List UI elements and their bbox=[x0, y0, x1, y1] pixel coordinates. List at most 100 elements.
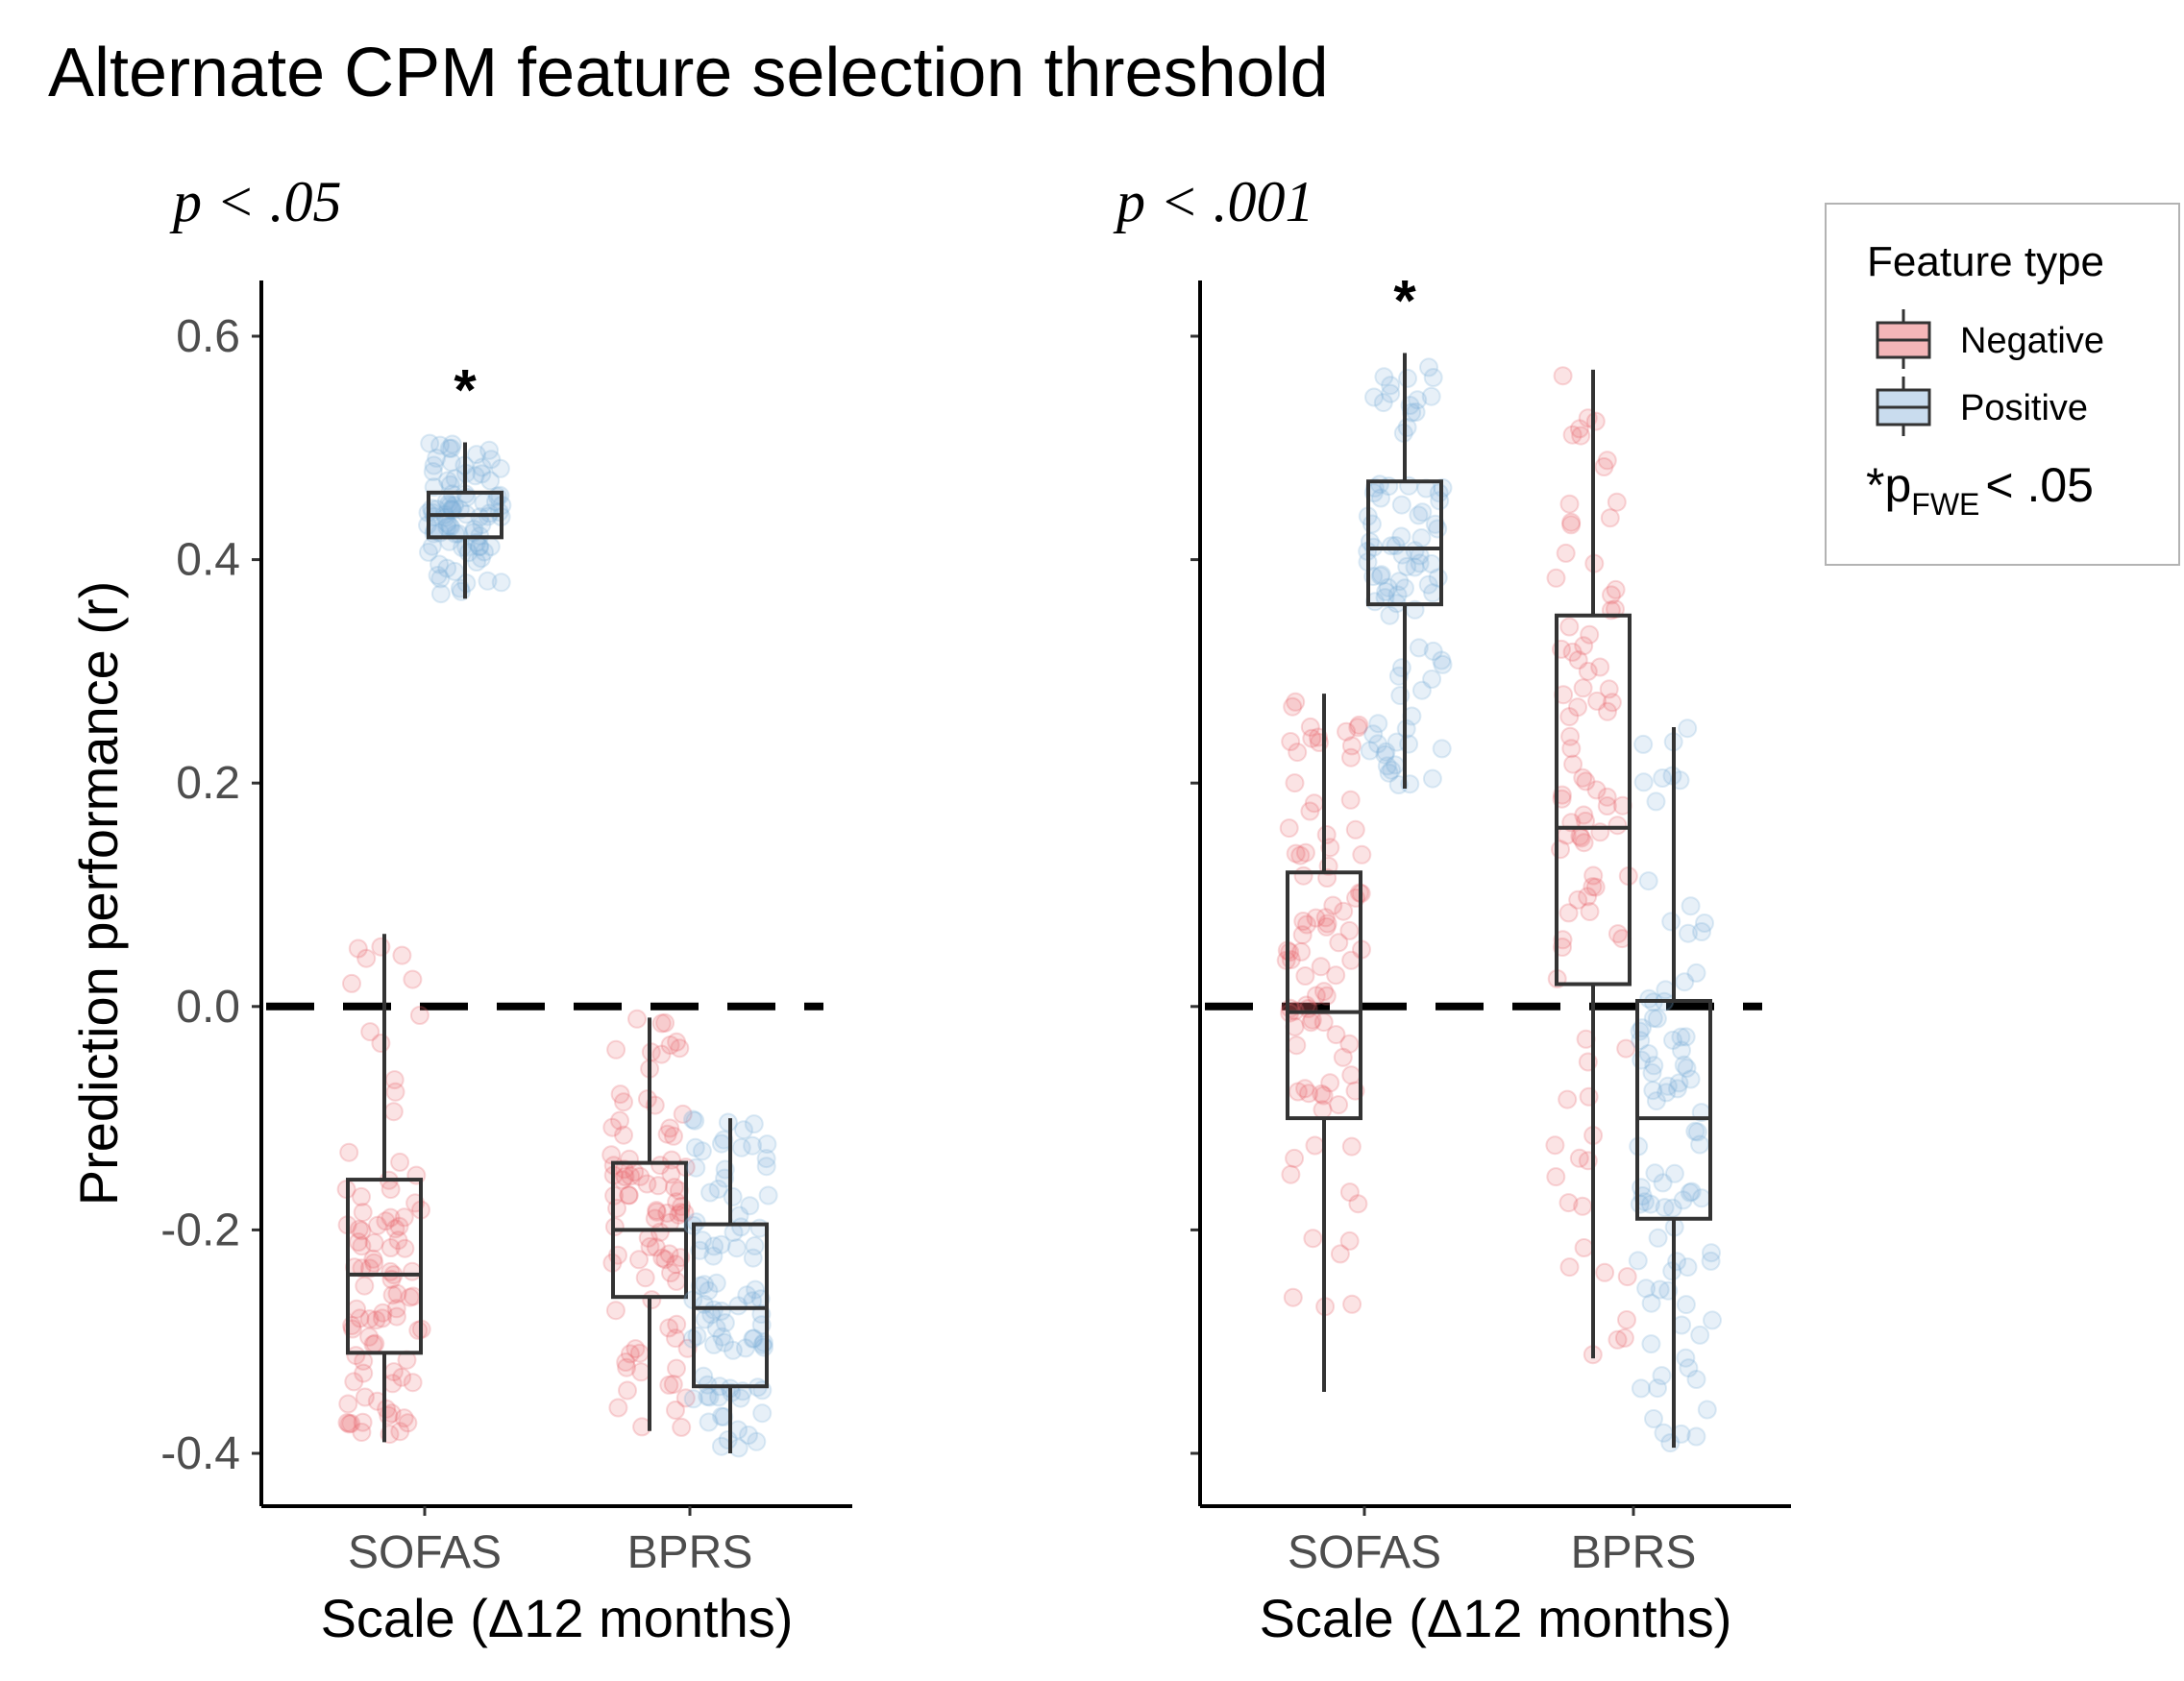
x-tick-label: BPRS bbox=[627, 1527, 753, 1578]
data-point bbox=[1590, 657, 1610, 677]
data-point bbox=[385, 1219, 405, 1239]
data-point bbox=[355, 1387, 375, 1407]
data-point bbox=[1422, 768, 1442, 789]
data-point bbox=[1558, 903, 1579, 923]
data-point bbox=[390, 1422, 410, 1442]
data-point bbox=[1288, 743, 1308, 763]
significance-star: * bbox=[454, 357, 477, 422]
data-point bbox=[339, 1414, 359, 1434]
data-point bbox=[620, 1344, 640, 1364]
data-point bbox=[699, 1412, 719, 1432]
data-point bbox=[1405, 541, 1425, 561]
data-point bbox=[673, 1104, 693, 1124]
data-point bbox=[685, 1137, 705, 1157]
data-point bbox=[352, 1186, 371, 1206]
data-point bbox=[670, 1038, 690, 1059]
data-point bbox=[1632, 1178, 1651, 1198]
data-point bbox=[704, 1236, 724, 1256]
data-point bbox=[1571, 828, 1591, 848]
data-point bbox=[614, 1125, 633, 1145]
data-point bbox=[386, 1306, 406, 1327]
data-point bbox=[756, 1157, 776, 1177]
data-point bbox=[389, 1216, 409, 1236]
data-point bbox=[1640, 1194, 1660, 1214]
data-point bbox=[1339, 1182, 1360, 1203]
data-point bbox=[441, 438, 461, 458]
data-point bbox=[1673, 1190, 1693, 1210]
data-point bbox=[363, 1334, 383, 1354]
data-point bbox=[1568, 650, 1588, 670]
data-point bbox=[1672, 1040, 1691, 1060]
data-point bbox=[731, 1137, 751, 1157]
data-point bbox=[1408, 390, 1428, 410]
data-point bbox=[1398, 368, 1417, 388]
data-point bbox=[730, 1388, 750, 1408]
data-point bbox=[1423, 641, 1443, 661]
data-point bbox=[1656, 1083, 1677, 1103]
x-tick-label: BPRS bbox=[1571, 1527, 1697, 1578]
data-point bbox=[386, 1299, 406, 1319]
data-point bbox=[1349, 715, 1369, 735]
data-point bbox=[1686, 962, 1706, 983]
data-point bbox=[1561, 739, 1582, 759]
data-point bbox=[1676, 1027, 1696, 1047]
data-point bbox=[1560, 726, 1581, 746]
data-point bbox=[1607, 492, 1627, 512]
data-point bbox=[1602, 585, 1621, 605]
data-point bbox=[1423, 368, 1443, 387]
data-point bbox=[1329, 933, 1349, 953]
data-point bbox=[342, 973, 361, 993]
data-point bbox=[743, 1248, 763, 1268]
data-point bbox=[650, 1222, 670, 1242]
data-point bbox=[756, 1149, 776, 1169]
data-point bbox=[1545, 1135, 1565, 1156]
data-point bbox=[353, 1412, 373, 1432]
data-point bbox=[715, 1332, 734, 1352]
data-point bbox=[704, 1334, 724, 1354]
data-point bbox=[1368, 734, 1387, 754]
data-point bbox=[1574, 636, 1594, 656]
data-point bbox=[360, 1022, 380, 1042]
data-point bbox=[1419, 357, 1438, 378]
data-point bbox=[392, 1367, 412, 1387]
data-point bbox=[1341, 1136, 1362, 1157]
data-point bbox=[439, 516, 459, 536]
data-point bbox=[371, 937, 391, 957]
data-point bbox=[1371, 565, 1391, 585]
data-point bbox=[1428, 519, 1448, 539]
data-point bbox=[1602, 693, 1622, 713]
data-point bbox=[739, 1425, 758, 1445]
data-point bbox=[1377, 756, 1397, 776]
data-point bbox=[352, 1221, 372, 1241]
data-point bbox=[1286, 843, 1306, 864]
data-point bbox=[734, 1120, 753, 1140]
data-point bbox=[1281, 1164, 1301, 1184]
data-point bbox=[1573, 1196, 1593, 1216]
data-point bbox=[619, 1185, 639, 1206]
data-point bbox=[1644, 1409, 1663, 1428]
panel-title: p < .001 bbox=[1113, 170, 1314, 233]
data-point bbox=[1574, 805, 1594, 825]
data-point bbox=[706, 1318, 726, 1338]
data-point bbox=[395, 1238, 415, 1258]
data-point bbox=[686, 1212, 706, 1232]
data-point bbox=[1374, 367, 1394, 387]
data-point bbox=[1379, 763, 1399, 783]
data-point bbox=[699, 1280, 719, 1301]
data-point bbox=[1597, 796, 1617, 816]
y-tick-label: -0.2 bbox=[160, 1205, 240, 1255]
data-point bbox=[701, 1304, 722, 1325]
data-point bbox=[683, 1389, 703, 1409]
data-point bbox=[1410, 553, 1430, 573]
data-point bbox=[685, 1110, 705, 1131]
data-point bbox=[1638, 871, 1658, 891]
data-point bbox=[614, 1092, 633, 1112]
data-point bbox=[1642, 1062, 1662, 1083]
data-point bbox=[631, 1362, 651, 1382]
data-point bbox=[1381, 383, 1401, 403]
data-point bbox=[1643, 1008, 1663, 1028]
data-point bbox=[606, 1039, 626, 1060]
data-point bbox=[1702, 1243, 1721, 1263]
data-point bbox=[1678, 719, 1698, 739]
box-iqr bbox=[1555, 613, 1632, 987]
